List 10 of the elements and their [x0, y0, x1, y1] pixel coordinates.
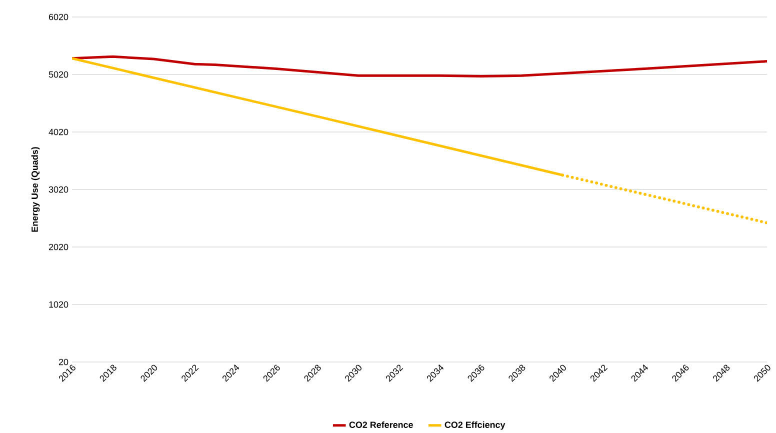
legend-label: CO2 Effciency [444, 421, 506, 430]
y-tick-label: 5020 [48, 71, 68, 78]
y-tick-label: 6020 [48, 14, 68, 20]
y-tick-label: 1020 [49, 301, 68, 308]
y-tick-label: 2020 [48, 244, 68, 250]
legend-label: CO2 Reference [349, 421, 413, 428]
y-tick-label: 3020 [48, 186, 68, 193]
y-axis-title: Energy Use (Quads) [31, 146, 40, 232]
y-tick-label: 4020 [48, 128, 68, 136]
y-tick-label: 20 [58, 358, 68, 366]
